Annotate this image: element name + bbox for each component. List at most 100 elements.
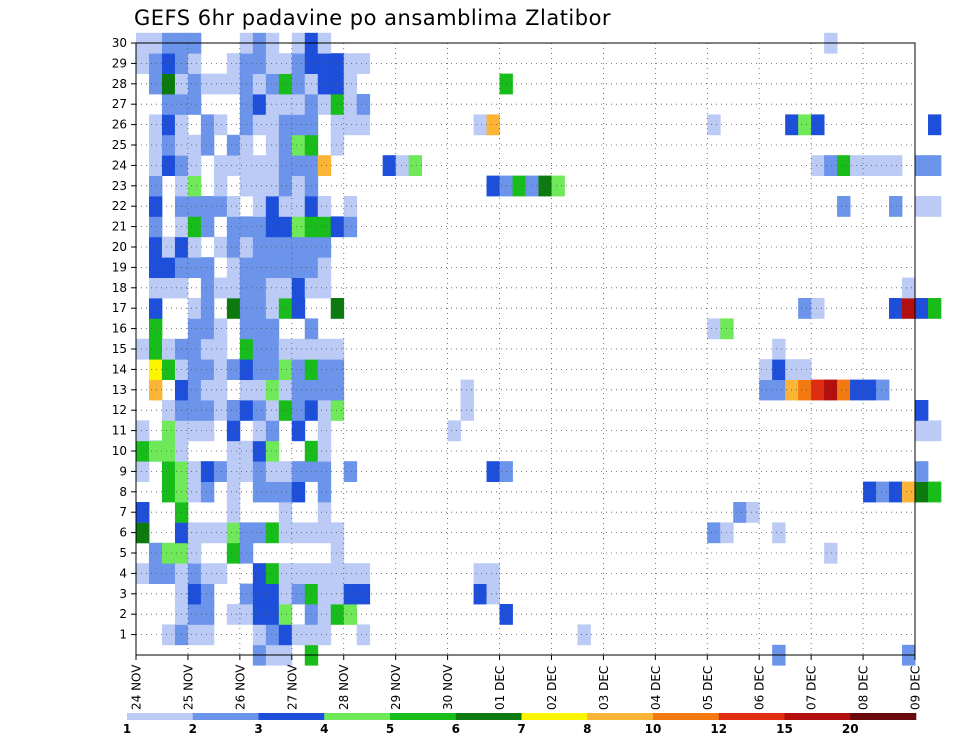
heatmap-cell xyxy=(161,338,176,360)
heatmap-cell xyxy=(187,73,202,95)
heatmap-cell xyxy=(291,379,306,401)
heatmap-cell xyxy=(382,155,397,176)
heatmap-cell xyxy=(356,53,371,74)
heatmap-cell xyxy=(291,481,306,503)
heatmap-cell xyxy=(473,583,487,605)
heatmap-cell xyxy=(148,257,163,278)
heatmap-cell xyxy=(317,481,332,503)
heatmap-cell xyxy=(265,114,280,136)
heatmap-cell xyxy=(902,481,916,503)
heatmap-cell xyxy=(330,114,345,136)
heatmap-cell xyxy=(291,196,306,217)
y-tick-label: 26 xyxy=(112,118,127,132)
heatmap-cell xyxy=(460,379,474,401)
heatmap-cell xyxy=(187,379,202,401)
heatmap-cell xyxy=(226,53,241,74)
y-tick-label: 1 xyxy=(119,628,127,642)
heatmap-cell xyxy=(252,604,267,625)
colorbar-label: 12 xyxy=(710,722,727,736)
colorbar-swatch xyxy=(324,713,391,720)
heatmap-cell xyxy=(252,298,267,319)
heatmap-cell xyxy=(278,298,293,319)
heatmap-cell xyxy=(213,379,228,401)
heatmap-cell xyxy=(317,257,332,278)
heatmap-cell xyxy=(863,155,877,176)
heatmap-cell xyxy=(278,604,293,625)
heatmap-cell xyxy=(213,522,228,544)
x-tick-label: 05 DEC xyxy=(701,666,715,710)
heatmap-cell xyxy=(187,542,202,564)
heatmap-cell xyxy=(226,522,241,544)
heatmap-cell xyxy=(824,155,838,176)
heatmap-cell xyxy=(187,461,202,482)
heatmap-cell xyxy=(226,440,241,462)
x-tick-label: 02 DEC xyxy=(545,666,559,710)
heatmap-cell xyxy=(213,73,228,95)
heatmap-cell xyxy=(213,359,228,380)
heatmap-cell xyxy=(187,298,202,319)
heatmap-cell xyxy=(252,624,267,646)
y-tick-label: 7 xyxy=(119,505,127,519)
heatmap-cell xyxy=(330,563,345,584)
x-tick-label: 28 NOV xyxy=(337,664,351,710)
x-axis: 24 NOV 25 NOV 26 NOV 27 NOV 28 NOV 29 NOV 30 N… xyxy=(130,655,923,710)
heatmap-cell xyxy=(226,604,241,625)
heatmap-cell xyxy=(200,257,215,278)
heatmap-cell xyxy=(278,257,293,278)
heatmap-cell xyxy=(265,298,280,319)
heatmap-cell xyxy=(265,400,280,421)
heatmap-cell xyxy=(252,583,267,605)
heatmap-cell xyxy=(811,155,825,176)
heatmap-cell xyxy=(148,114,163,136)
heatmap-cell xyxy=(200,318,215,340)
heatmap-cell xyxy=(148,236,163,258)
heatmap-cell xyxy=(330,134,345,156)
colorbar-swatch xyxy=(653,713,720,720)
heatmap-cell xyxy=(927,155,942,176)
heatmap-cell xyxy=(187,318,202,340)
heatmap-cell xyxy=(876,481,890,503)
heatmap-cell xyxy=(148,277,163,299)
heatmap-cell xyxy=(252,318,267,340)
heatmap-cell xyxy=(136,563,150,584)
heatmap-cell xyxy=(278,175,293,197)
heatmap-cell xyxy=(278,216,293,238)
heatmap-cell xyxy=(343,563,358,584)
heatmap-cell xyxy=(915,461,929,482)
heatmap-cell xyxy=(200,298,215,319)
heatmap-cell xyxy=(148,379,163,401)
heatmap-cell xyxy=(226,481,241,503)
x-tick-label: 08 DEC xyxy=(857,666,871,710)
heatmap-cell xyxy=(291,114,306,136)
heatmap-cell xyxy=(213,175,228,197)
heatmap-cell xyxy=(915,196,929,217)
heatmap-cell xyxy=(148,73,163,95)
heatmap-cell xyxy=(200,73,215,95)
heatmap-cell xyxy=(200,461,215,482)
y-tick-label: 14 xyxy=(112,362,127,376)
heatmap-cell xyxy=(226,502,241,523)
heatmap-cell xyxy=(512,175,526,197)
heatmap-cell xyxy=(291,400,306,421)
heatmap-cell xyxy=(927,420,942,442)
heatmap-cell xyxy=(148,542,163,564)
y-tick-label: 17 xyxy=(112,301,127,315)
colorbar-label: 10 xyxy=(645,722,662,736)
heatmap-cell xyxy=(330,542,345,564)
heatmap-cell xyxy=(330,379,345,401)
x-tick-label: 04 DEC xyxy=(649,666,663,710)
heatmap-cell xyxy=(278,400,293,421)
heatmap-cell xyxy=(187,236,202,258)
heatmap-cell xyxy=(213,563,228,584)
heatmap-cell xyxy=(148,53,163,74)
heatmap-cell xyxy=(187,175,202,197)
heatmap-cell xyxy=(278,134,293,156)
heatmap-cell xyxy=(317,502,332,523)
y-tick-label: 8 xyxy=(119,485,127,499)
heatmap-cell xyxy=(278,53,293,74)
y-tick-label: 19 xyxy=(112,260,127,274)
heatmap-cell xyxy=(317,379,332,401)
heatmap-cell xyxy=(837,379,851,401)
heatmap-cell xyxy=(759,379,773,401)
heatmap-cell xyxy=(863,481,877,503)
